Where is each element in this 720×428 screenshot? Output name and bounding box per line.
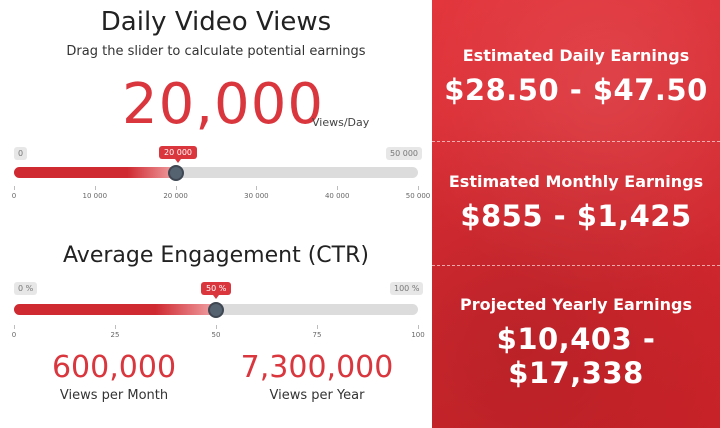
views-slider-track[interactable] [14, 167, 418, 178]
earnings-panel: Estimated Daily Earnings $28.50 - $47.50… [432, 0, 720, 428]
daily-views-title: Daily Video Views [100, 7, 332, 37]
monthly-earnings-label: Estimated Monthly Earnings [448, 172, 704, 191]
engagement-slider-tick [115, 325, 116, 329]
views-slider-min-label: 0 [14, 147, 28, 160]
yearly-earnings-section: Projected Yearly Earnings $10,403 - $17,… [432, 295, 720, 390]
daily-earnings-section: Estimated Daily Earnings $28.50 - $47.50 [432, 46, 720, 107]
daily-earnings-label: Estimated Daily Earnings [462, 46, 690, 65]
views-slider-tick-label: 20 000 [163, 192, 188, 200]
monthly-earnings-section: Estimated Monthly Earnings $855 - $1,425 [432, 172, 720, 233]
views-slider-tick-label: 50 000 [405, 192, 431, 200]
views-slider-tick [94, 186, 96, 190]
engagement-slider-value-tooltip: 50 % [201, 282, 232, 299]
views-slider-tick [337, 186, 339, 190]
views-slider-scale: 0 10 000 20 000 30 000 40 000 50 000 [11, 186, 430, 202]
daily-views-value: 20,000 [122, 72, 324, 137]
engagement-slider-tick-label: 0 [11, 331, 17, 339]
engagement-slider-tick-label: 75 [312, 331, 322, 339]
engagement-slider-tick [418, 325, 419, 329]
views-slider-fill [14, 167, 176, 178]
calculator-panel: Daily Video Views Drag the slider to cal… [11, 7, 431, 403]
engagement-slider-scale: 0 25 50 75 100 [11, 325, 425, 341]
engagement-slider-tick [14, 325, 15, 329]
yearly-earnings-value: $10,403 - $17,338 [496, 322, 656, 390]
monthly-views-value: 600,000 [51, 350, 177, 385]
views-slider-tick-label: 40 000 [324, 192, 350, 200]
engagement-title: Average Engagement (CTR) [63, 243, 369, 268]
views-slider-tick [256, 186, 258, 190]
daily-views-subtitle: Drag the slider to calculate potential e… [66, 44, 366, 59]
engagement-slider-max-label: 100 % [390, 282, 424, 295]
engagement-slider-tick [317, 325, 318, 329]
yearly-views-stat: 7,300,000 Views per Year [222, 350, 412, 403]
engagement-slider-tick [216, 325, 217, 329]
engagement-slider-min-label: 0 % [14, 282, 38, 295]
views-slider-tick-label: 30 000 [244, 192, 269, 200]
yearly-views-label: Views per Year [269, 388, 365, 403]
views-slider-value-tooltip: 20 000 [159, 146, 197, 163]
monthly-earnings-value: $855 - $1,425 [460, 199, 692, 233]
daily-views-unit: Views/Day [312, 116, 370, 129]
monthly-views-label: Views per Month [59, 388, 169, 403]
monthly-views-stat: 600,000 Views per Month [19, 350, 209, 403]
engagement-slider-tick-label: 100 [411, 331, 425, 339]
views-slider-tick [14, 186, 15, 190]
engagement-slider-fill [14, 304, 216, 315]
views-slider-tick-label: 10 000 [82, 192, 108, 200]
views-slider-tick [418, 186, 419, 190]
yearly-views-value: 7,300,000 [240, 350, 394, 385]
engagement-slider-tick-label: 50 [211, 331, 221, 339]
engagement-slider-handle[interactable] [208, 302, 224, 318]
views-slider-tick [175, 186, 177, 190]
views-slider-max-label: 50 000 [386, 147, 422, 160]
yearly-earnings-label: Projected Yearly Earnings [460, 295, 692, 314]
engagement-slider-tick-label: 25 [110, 331, 120, 339]
views-slider-tick-label: 0 [11, 192, 17, 200]
views-slider-handle[interactable] [167, 165, 184, 181]
earnings-divider [432, 141, 720, 142]
daily-earnings-value: $28.50 - $47.50 [444, 73, 708, 107]
earnings-divider [432, 265, 720, 266]
